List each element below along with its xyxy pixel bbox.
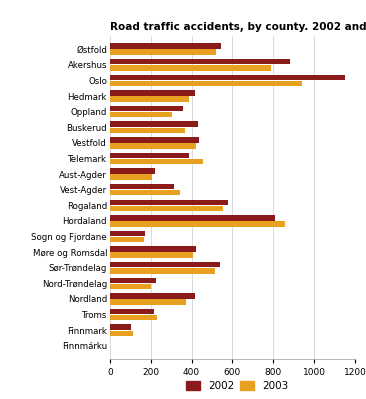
Bar (110, 190, 180, 196)
Bar (110, 43, 221, 49)
Bar (110, 324, 131, 330)
Bar (110, 293, 195, 299)
Bar (110, 168, 155, 174)
Bar (110, 184, 174, 190)
Bar (110, 299, 186, 305)
Bar (110, 315, 157, 320)
Bar (110, 121, 198, 127)
Bar (110, 262, 220, 267)
Bar (110, 90, 195, 96)
Bar (110, 253, 193, 258)
Text: Road traffic accidents, by county. 2002 and 2003: Road traffic accidents, by county. 2002 … (110, 22, 366, 32)
Bar (110, 96, 190, 102)
Bar (110, 215, 275, 221)
Bar (110, 75, 345, 80)
Bar (110, 246, 195, 252)
Bar (110, 205, 223, 211)
Bar (110, 268, 215, 274)
Bar (110, 49, 216, 55)
Bar (110, 278, 156, 283)
Bar (110, 128, 186, 133)
Bar (110, 159, 203, 164)
Legend: 2002, 2003: 2002, 2003 (186, 381, 288, 391)
Bar (110, 231, 145, 236)
Bar (110, 112, 172, 117)
Bar (110, 81, 302, 86)
Bar (110, 309, 154, 314)
Bar (110, 137, 199, 142)
Bar (110, 106, 183, 111)
Bar (110, 237, 143, 242)
Bar (110, 153, 190, 158)
Bar (110, 59, 290, 65)
Bar (110, 284, 151, 289)
Bar (110, 221, 284, 227)
Bar (110, 174, 152, 180)
Bar (110, 65, 271, 71)
Bar (110, 330, 133, 336)
Bar (110, 200, 228, 205)
Bar (110, 143, 195, 149)
